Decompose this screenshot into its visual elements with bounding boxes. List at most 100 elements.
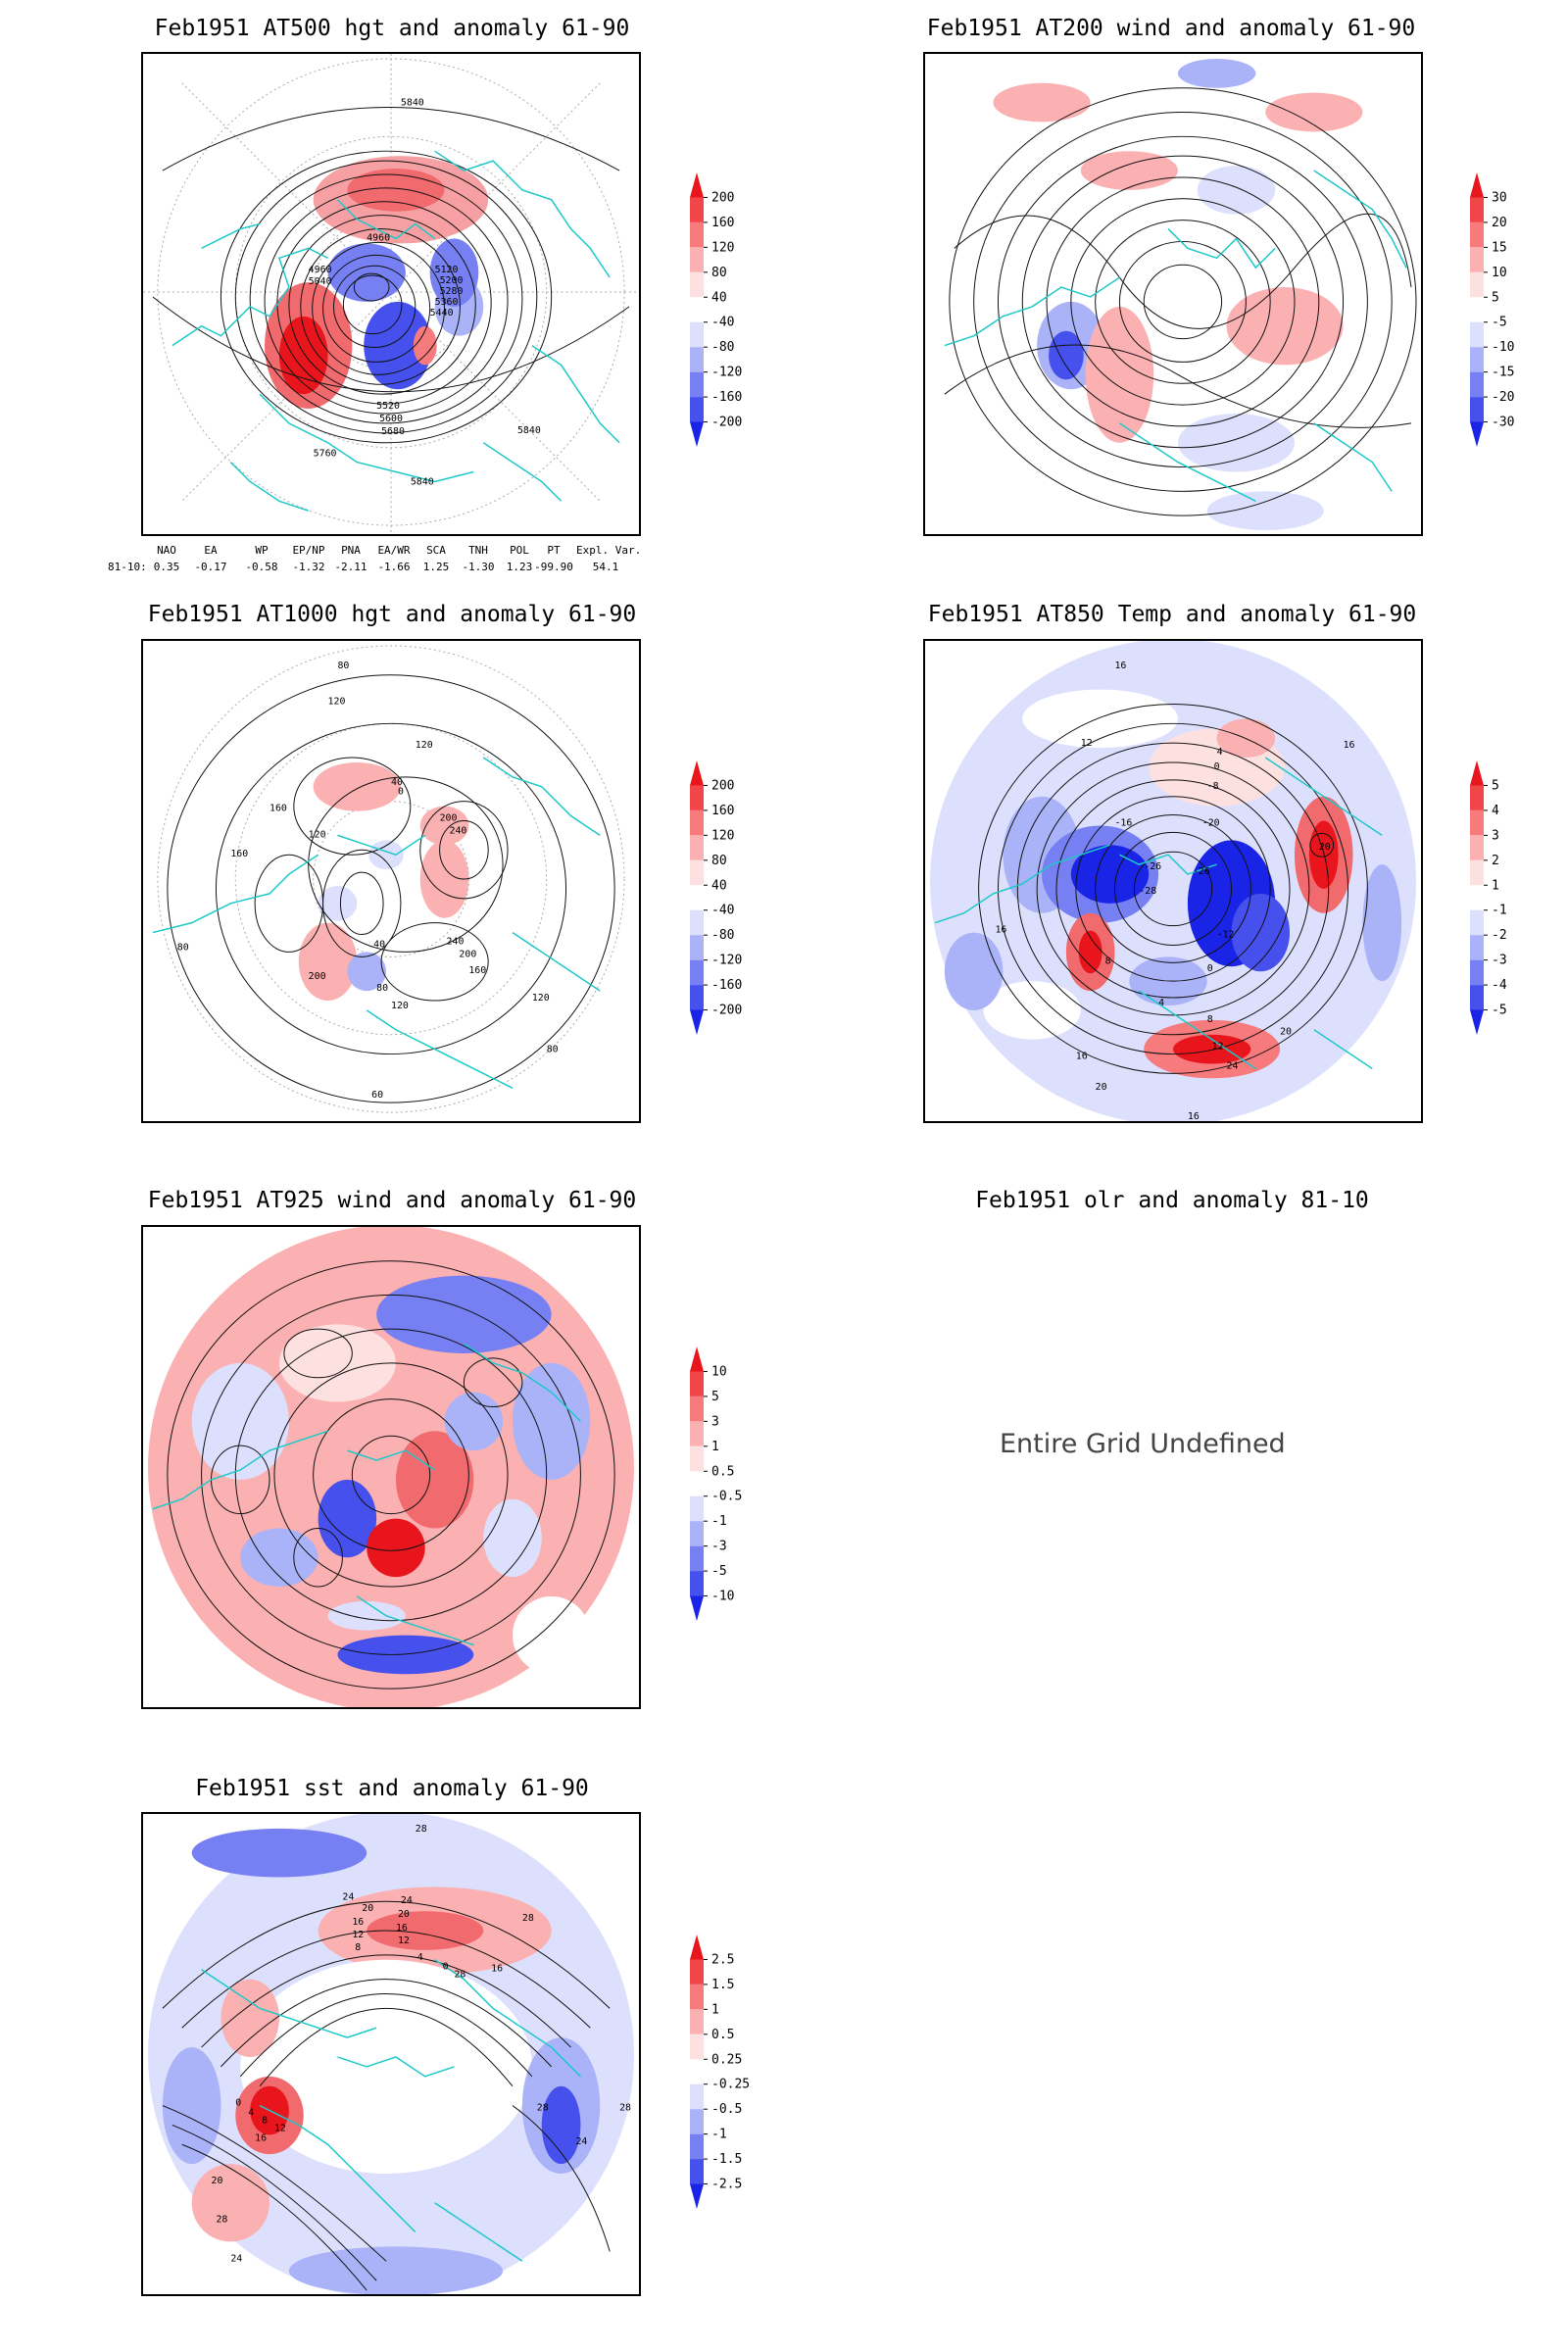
contour-label: 28 bbox=[454, 1970, 466, 1981]
coastlines bbox=[152, 757, 601, 1089]
contour-label: 16 bbox=[491, 1964, 503, 1975]
colorbar-swatch bbox=[690, 985, 704, 1010]
colorbar-at500: 200 160 120 80 40 -40 -80 -120 -160 -200 bbox=[686, 172, 774, 447]
contour-label: 5280 bbox=[440, 286, 464, 297]
colorbar-swatch bbox=[690, 2083, 704, 2110]
contour-label: 160 bbox=[270, 804, 287, 814]
colorbar-label: 30 bbox=[1492, 190, 1507, 205]
contour-label: 8 bbox=[1207, 1014, 1213, 1025]
contour-label: 4 bbox=[1217, 747, 1223, 758]
contour-label: 160 bbox=[468, 965, 486, 976]
colorbar-swatch bbox=[1470, 271, 1484, 298]
colorbar-label: 120 bbox=[711, 828, 734, 843]
panel-title-sst: Feb1951 sst and anomaly 61-90 bbox=[195, 1776, 589, 1801]
contour-label: 24 bbox=[342, 1891, 354, 1902]
colorbar-swatch bbox=[690, 1471, 704, 1496]
contour-label: 4 bbox=[417, 1952, 423, 1963]
colorbar-label: 1 bbox=[711, 2002, 719, 2017]
colorbar-label: 160 bbox=[711, 216, 734, 230]
map-at1000-svg: 80 120 120 160 40 0 200 240 160 120 80 2… bbox=[152, 645, 625, 1113]
colorbar-swatch bbox=[690, 1935, 704, 1960]
contour-label: 120 bbox=[328, 696, 346, 707]
colorbar-swatch bbox=[690, 1984, 704, 2010]
map-at925 bbox=[141, 1225, 641, 1709]
colorbar-swatch bbox=[690, 785, 704, 810]
colorbar-label: 120 bbox=[711, 240, 734, 255]
colorbar-swatch bbox=[690, 1521, 704, 1546]
colorbar-label: -160 bbox=[711, 978, 742, 993]
colorbar-label: 1 bbox=[1492, 878, 1499, 893]
contour-label: 0 bbox=[443, 1962, 449, 1973]
colorbar-label: 200 bbox=[711, 190, 734, 205]
colorbar-at850: 5 4 3 2 1 -1 -2 -3 -4 -5 bbox=[1466, 760, 1554, 1035]
colorbar-label: -30 bbox=[1492, 416, 1514, 430]
index-header: WP bbox=[255, 544, 269, 557]
contour-label: 20 bbox=[398, 1909, 410, 1920]
index-header-row: NAO EA WP EP/NP PNA EA/WR SCA TNH POL PT… bbox=[108, 544, 657, 560]
map-at925-svg bbox=[148, 1227, 634, 1707]
colorbar-label: -0.5 bbox=[711, 2102, 742, 2117]
contour-label: 5680 bbox=[381, 426, 405, 437]
index-value: 0.35 bbox=[153, 561, 180, 573]
contour-label: 80 bbox=[337, 661, 349, 671]
contour-label: 16 bbox=[255, 2132, 267, 2143]
contour-labels: 28 24 20 24 16 20 12 16 8 12 4 0 28 16 0… bbox=[211, 1824, 631, 2264]
map-sst-svg: 28 24 20 24 16 20 12 16 8 12 4 0 28 16 0… bbox=[148, 1814, 634, 2294]
contour-label: 240 bbox=[450, 825, 467, 836]
contour-label: 0 bbox=[235, 2098, 241, 2109]
contour-label: 12 bbox=[274, 2123, 286, 2133]
colorbar-swatch bbox=[690, 2133, 704, 2160]
anomaly-shading bbox=[930, 641, 1416, 1121]
contour-label: 4 bbox=[1158, 998, 1164, 1008]
contour-label: 5200 bbox=[440, 275, 464, 286]
index-header: EP/NP bbox=[292, 544, 325, 557]
colorbar-label: -3 bbox=[1492, 954, 1507, 968]
contour-label: -12 bbox=[1217, 930, 1235, 941]
contour-label: 200 bbox=[309, 971, 326, 982]
panel-title-at500: Feb1951 AT500 hgt and anomaly 61-90 bbox=[154, 16, 630, 41]
colorbar-label: -120 bbox=[711, 954, 742, 968]
colorbar-swatch bbox=[690, 909, 704, 936]
colorbar-swatch bbox=[1470, 371, 1484, 398]
contour-label: -16 bbox=[1114, 817, 1132, 828]
colorbar-label: -160 bbox=[711, 390, 742, 405]
contour-label: 16 bbox=[1076, 1052, 1088, 1062]
map-at1000: 80 120 120 160 40 0 200 240 160 120 80 2… bbox=[141, 639, 641, 1123]
contour-labels: 5840 4960 4960 5040 5120 5200 5280 5360 … bbox=[309, 98, 541, 488]
index-header: PNA bbox=[341, 544, 361, 557]
colorbar-label: -1 bbox=[711, 2128, 727, 2142]
colorbar-swatch bbox=[690, 2034, 704, 2060]
contour-label: 80 bbox=[547, 1045, 559, 1055]
contour-label: 16 bbox=[1188, 1111, 1200, 1121]
colorbar-swatch bbox=[1470, 785, 1484, 810]
colorbar-label: -40 bbox=[711, 316, 734, 330]
colorbar-swatch bbox=[690, 1421, 704, 1446]
panel-title-at1000: Feb1951 AT1000 hgt and anomaly 61-90 bbox=[147, 602, 637, 627]
contour-label: -20 bbox=[1202, 817, 1220, 828]
contour-label: 5520 bbox=[376, 401, 400, 412]
anomaly-shading bbox=[265, 156, 489, 410]
colorbar-label: -1 bbox=[1492, 904, 1507, 918]
contour-label: 24 bbox=[230, 2253, 242, 2264]
colorbar-label: -1.5 bbox=[711, 2152, 742, 2167]
colorbar-swatch bbox=[1470, 885, 1484, 910]
colorbar-swatch bbox=[690, 247, 704, 272]
colorbar-label: 5 bbox=[1492, 290, 1499, 305]
colorbar-swatch bbox=[690, 760, 704, 786]
index-value: -0.58 bbox=[245, 561, 278, 573]
index-header: Expl. Var. bbox=[576, 544, 642, 557]
contour-label: 16 bbox=[1344, 740, 1355, 751]
colorbar-swatch bbox=[690, 809, 704, 836]
index-header: TNH bbox=[468, 544, 488, 557]
colorbar-svg: 200 160 120 80 40 -40 -80 -120 -160 -200 bbox=[690, 760, 742, 1035]
contour-label: 28 bbox=[416, 1824, 427, 1835]
colorbar-swatch bbox=[1470, 760, 1484, 786]
colorbar-swatch bbox=[1470, 959, 1484, 986]
colorbar-sst: 2.5 1.5 1 0.5 0.25 -0.25 -0.5 -1 -1.5 -2.5 bbox=[686, 1935, 774, 2209]
colorbar-label: -5 bbox=[1492, 1004, 1507, 1018]
contour-label: 5840 bbox=[517, 425, 541, 436]
coastlines bbox=[201, 1959, 581, 2262]
coastlines bbox=[172, 150, 620, 512]
panel-title-at200: Feb1951 AT200 wind and anomaly 61-90 bbox=[926, 16, 1416, 41]
index-value: -99.90 bbox=[534, 561, 573, 573]
